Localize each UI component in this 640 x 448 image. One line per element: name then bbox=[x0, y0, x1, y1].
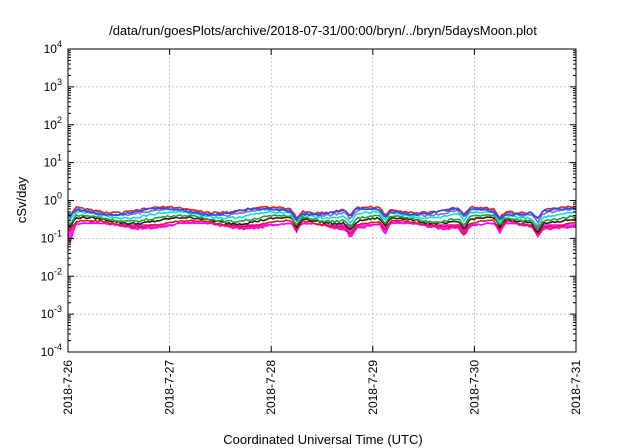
x-tick-label: 2018-7-31 bbox=[569, 360, 583, 415]
chart-title: /data/run/goesPlots/archive/2018-07-31/0… bbox=[109, 23, 537, 38]
y-tick-label: 101 bbox=[44, 153, 62, 170]
x-tick-label: 2018-7-27 bbox=[163, 360, 177, 415]
y-tick-label: 10-1 bbox=[41, 228, 62, 245]
series-line bbox=[67, 207, 577, 224]
y-axis-label: cSv/day bbox=[14, 176, 29, 223]
series-line bbox=[67, 213, 577, 231]
series-line bbox=[67, 219, 577, 236]
tick-marks bbox=[67, 48, 577, 353]
y-tick-label: 10-4 bbox=[41, 342, 62, 359]
x-tick-label: 2018-7-26 bbox=[61, 360, 75, 415]
x-axis-label: Coordinated Universal Time (UTC) bbox=[223, 432, 422, 447]
y-tick-label: 100 bbox=[44, 191, 62, 208]
x-tick-labels: 2018-7-26 2018-7-27 2018-7-28 2018-7-29 2018… bbox=[61, 360, 583, 415]
y-tick-label: 104 bbox=[44, 39, 62, 56]
grid bbox=[68, 49, 576, 352]
series-line bbox=[67, 206, 577, 222]
x-tick-label: 2018-7-29 bbox=[366, 360, 380, 415]
x-tick-label: 2018-7-28 bbox=[264, 360, 278, 415]
y-tick-label: 10-2 bbox=[41, 266, 62, 283]
series-layer bbox=[67, 205, 577, 246]
y-tick-labels: 10-4 10-3 10-2 10-1 100 101 102 103 104 bbox=[41, 39, 62, 359]
y-tick-label: 103 bbox=[44, 77, 62, 94]
y-tick-label: 10-3 bbox=[41, 304, 62, 321]
y-tick-label: 102 bbox=[44, 115, 62, 132]
x-tick-label: 2018-7-30 bbox=[467, 360, 481, 415]
